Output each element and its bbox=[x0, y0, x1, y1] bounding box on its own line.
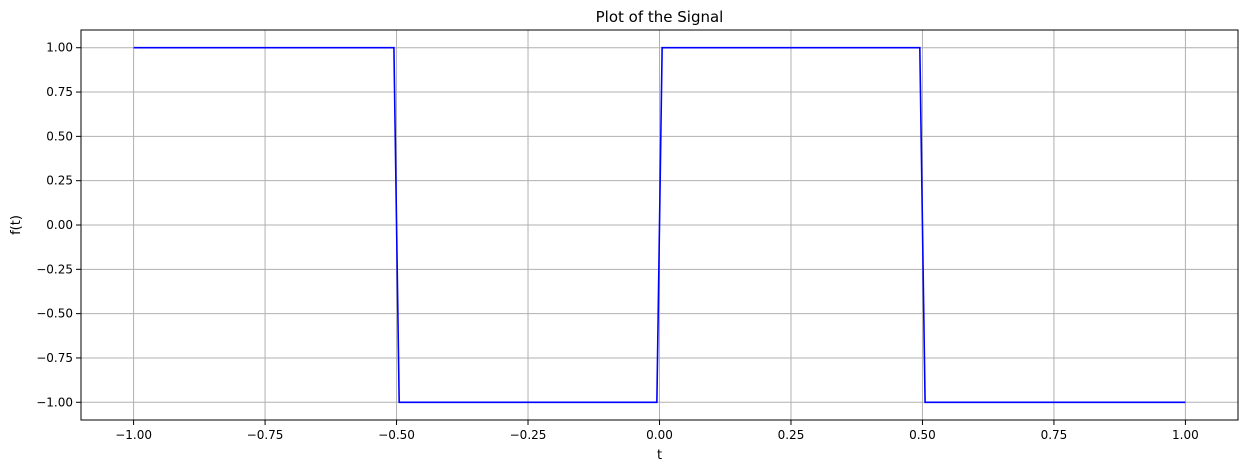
x-axis-label: t bbox=[657, 448, 662, 463]
y-tick-label: −1.00 bbox=[36, 395, 73, 409]
x-tick-label: −0.25 bbox=[510, 428, 547, 442]
x-tick-label: −0.50 bbox=[378, 428, 415, 442]
y-axis-label: f(t) bbox=[9, 215, 24, 235]
chart-title: Plot of the Signal bbox=[596, 8, 724, 26]
y-tick-label: −0.25 bbox=[36, 262, 73, 276]
x-tick-label: 0.00 bbox=[646, 428, 673, 442]
y-tick-label: 1.00 bbox=[46, 41, 73, 55]
y-tick-label: 0.00 bbox=[46, 218, 73, 232]
x-tick-label: 0.75 bbox=[1041, 428, 1068, 442]
y-tick-label: 0.75 bbox=[46, 85, 73, 99]
signal-line bbox=[133, 46, 1186, 404]
plot-area bbox=[133, 46, 1186, 404]
y-tick-label: 0.25 bbox=[46, 174, 73, 188]
axis-ticks: −1.00 −0.75 −0.50 −0.25 0.00 0.25 0.50 0.75 1.00… bbox=[36, 41, 1199, 442]
y-tick-label: −0.50 bbox=[36, 307, 73, 321]
x-tick-label: 1.00 bbox=[1172, 428, 1199, 442]
x-tick-label: 0.50 bbox=[909, 428, 936, 442]
x-tick-label: 0.25 bbox=[778, 428, 805, 442]
x-tick-label: −1.00 bbox=[115, 428, 152, 442]
y-tick-label: −0.75 bbox=[36, 351, 73, 365]
x-tick-label: −0.75 bbox=[247, 428, 284, 442]
y-tick-label: 0.50 bbox=[46, 129, 73, 143]
